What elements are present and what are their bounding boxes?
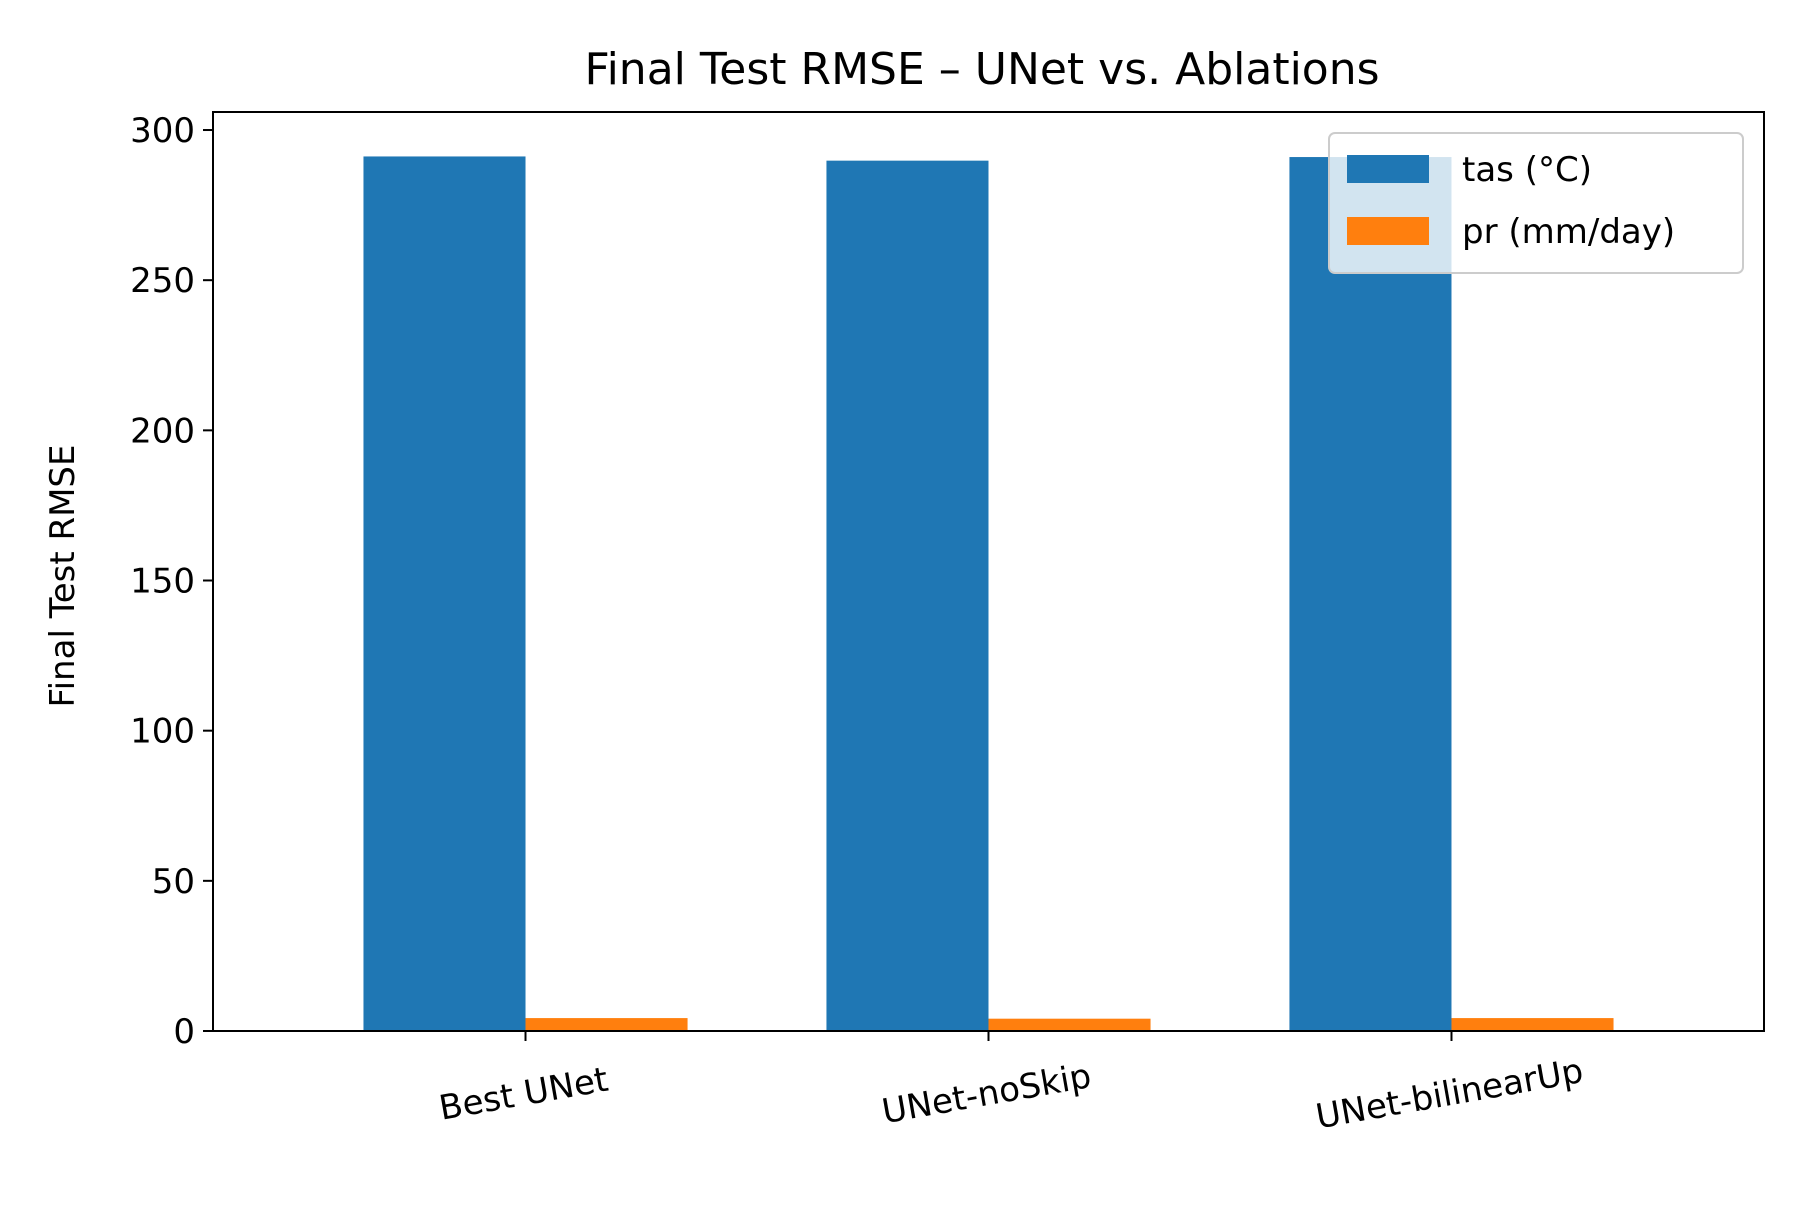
bars-layer xyxy=(363,156,1614,1032)
legend-label-tas: tas (°C) xyxy=(1462,150,1592,190)
bar-pr-1 xyxy=(988,1018,1151,1031)
y-tick-label: 0 xyxy=(173,1012,195,1052)
y-tick-label: 150 xyxy=(130,562,195,602)
bar-tas-0 xyxy=(363,156,526,1031)
y-tick-label: 200 xyxy=(130,411,195,451)
y-tick-label: 50 xyxy=(152,862,195,902)
legend-label-pr: pr (mm/day) xyxy=(1462,212,1675,252)
plot-frame xyxy=(212,111,1765,1032)
legend-frame xyxy=(1328,132,1744,274)
legend-swatch-pr xyxy=(1347,217,1429,245)
legend-swatch-tas xyxy=(1347,155,1429,183)
y-axis-label: Final Test RMSE xyxy=(43,445,83,708)
x-tick-label: Best UNet xyxy=(436,1060,611,1129)
bar-tas-1 xyxy=(826,160,989,1031)
y-axis: 0 50 100 150 200 250 300 xyxy=(130,111,213,1052)
bar-tas-2 xyxy=(1289,157,1452,1032)
x-axis: Best UNet UNet-noSkip UNet-bilinearUp xyxy=(436,1031,1586,1137)
x-tick-label: UNet-noSkip xyxy=(879,1056,1094,1132)
x-tick-label: UNet-bilinearUp xyxy=(1313,1051,1586,1137)
bar-pr-0 xyxy=(525,1018,688,1031)
y-tick-label: 300 xyxy=(130,111,195,151)
chart-title: Final Test RMSE – UNet vs. Ablations xyxy=(584,44,1379,95)
legend: tas (°C) pr (mm/day) xyxy=(1328,132,1744,274)
bar-pr-2 xyxy=(1451,1018,1614,1031)
y-tick-label: 100 xyxy=(130,712,195,752)
y-tick-label: 250 xyxy=(130,261,195,301)
